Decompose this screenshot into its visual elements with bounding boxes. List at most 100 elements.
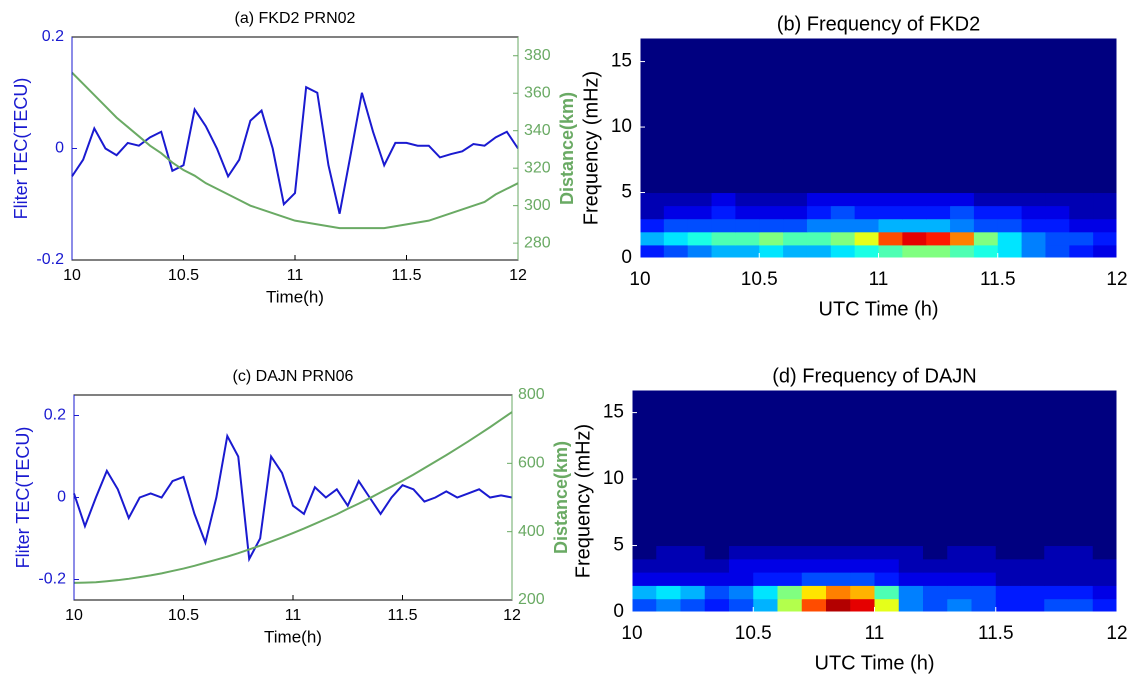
heat-cell bbox=[759, 218, 784, 233]
heat-cell bbox=[902, 205, 927, 220]
y2-axis-label: Distance(km) bbox=[557, 92, 577, 205]
heat-cell bbox=[898, 598, 924, 613]
y-tick-label: 0 bbox=[57, 489, 66, 506]
heat-cell bbox=[783, 38, 808, 194]
heat-cell bbox=[711, 38, 736, 194]
heat-cell bbox=[947, 572, 972, 586]
heat-cell bbox=[830, 218, 856, 233]
heat-cell bbox=[973, 218, 999, 233]
heat-cell bbox=[729, 390, 754, 547]
heat-cell bbox=[1068, 585, 1094, 600]
heat-cell bbox=[777, 598, 803, 613]
heat-cell bbox=[830, 231, 856, 246]
y-tick-label: -0.2 bbox=[36, 251, 64, 268]
y-tick-label: 0 bbox=[621, 247, 632, 268]
heat-cell bbox=[926, 218, 951, 233]
heat-cell bbox=[1045, 205, 1070, 220]
heat-cell bbox=[632, 558, 657, 573]
x-tick-label: 10.5 bbox=[168, 267, 199, 284]
heat-cell bbox=[971, 585, 997, 600]
heat-cell bbox=[711, 205, 736, 220]
heat-cell bbox=[923, 545, 948, 560]
panel-title: (c) DAJN PRN06 bbox=[233, 368, 354, 385]
heat-cell bbox=[729, 545, 754, 560]
heat-cell bbox=[1020, 390, 1045, 547]
heat-cell bbox=[1044, 545, 1069, 560]
x-tick-label: 10 bbox=[621, 623, 642, 644]
heat-cell bbox=[753, 545, 778, 560]
heat-cell bbox=[704, 390, 730, 547]
heat-cell bbox=[995, 558, 1021, 573]
heat-cell bbox=[680, 572, 706, 586]
y2-tick-label: 320 bbox=[524, 159, 551, 176]
heat-cell bbox=[806, 218, 832, 233]
heat-cell bbox=[898, 545, 924, 560]
heat-cell bbox=[923, 558, 948, 573]
heat-cell bbox=[801, 390, 827, 547]
heat-cell bbox=[923, 585, 948, 600]
y2-tick-label: 360 bbox=[524, 84, 551, 101]
heat-cell bbox=[656, 598, 681, 613]
heat-cell bbox=[632, 545, 657, 560]
heat-cell bbox=[687, 231, 713, 246]
x-tick-label: 11 bbox=[865, 623, 885, 644]
y2-tick-label: 200 bbox=[518, 591, 545, 608]
heat-cell bbox=[1021, 205, 1046, 220]
x-tick-label: 11 bbox=[869, 269, 889, 290]
heat-cell bbox=[1093, 38, 1118, 194]
heat-cell bbox=[663, 205, 689, 220]
heat-cell bbox=[729, 585, 754, 600]
x-axis-label: UTC Time (h) bbox=[819, 298, 939, 320]
x-tick-label: 12 bbox=[1106, 269, 1127, 290]
x-axis-label: Time(h) bbox=[264, 627, 322, 646]
heat-cell bbox=[806, 192, 832, 207]
heat-cell bbox=[783, 218, 808, 233]
heat-cell bbox=[735, 218, 760, 233]
heat-cell bbox=[854, 231, 879, 246]
heat-cell bbox=[950, 205, 975, 220]
heat-cell bbox=[1093, 231, 1118, 246]
heat-cell bbox=[1092, 558, 1118, 573]
heat-cell bbox=[997, 231, 1023, 246]
x-tick-label: 10 bbox=[65, 607, 83, 624]
heat-cell bbox=[950, 244, 975, 259]
x-tick-label: 11.5 bbox=[392, 267, 422, 284]
heat-cell bbox=[783, 231, 808, 246]
heat-cell bbox=[783, 205, 808, 220]
heat-cell bbox=[995, 585, 1021, 600]
heat-cell bbox=[950, 218, 975, 233]
y-axis-label: Frequency (mHz) bbox=[572, 424, 594, 578]
heat-cell bbox=[923, 598, 948, 613]
heat-cell bbox=[759, 205, 784, 220]
y-tick-label: 0 bbox=[55, 140, 64, 157]
heat-cell bbox=[830, 244, 856, 259]
data-line bbox=[73, 411, 513, 584]
y2-tick-label: 280 bbox=[524, 234, 551, 251]
heat-cell bbox=[806, 231, 832, 246]
y-tick-label: 0.2 bbox=[42, 28, 64, 45]
heat-cell bbox=[850, 585, 875, 600]
heat-cell bbox=[1093, 205, 1118, 220]
x-tick-label: 12 bbox=[503, 607, 521, 624]
heat-cell bbox=[663, 218, 689, 233]
heat-cell bbox=[640, 38, 665, 194]
x-tick-label: 11.5 bbox=[388, 607, 418, 624]
y-tick-label: 10 bbox=[603, 468, 624, 489]
heat-cell bbox=[878, 231, 903, 246]
heat-cell bbox=[759, 231, 784, 246]
heat-cell bbox=[680, 545, 706, 560]
heat-cell bbox=[898, 390, 924, 547]
y2-axis-label: Distance(km) bbox=[551, 441, 571, 554]
data-line bbox=[71, 85, 519, 214]
heat-cell bbox=[704, 545, 730, 560]
heat-cell bbox=[973, 38, 999, 194]
heat-cell bbox=[729, 558, 754, 573]
y2-tick-label: 600 bbox=[518, 455, 545, 472]
heat-cell bbox=[971, 390, 997, 547]
heat-cell bbox=[1093, 244, 1118, 259]
heat-cell bbox=[947, 390, 972, 547]
heat-cell bbox=[973, 244, 999, 259]
heat-cell bbox=[1092, 572, 1118, 586]
y-tick-label: 0.2 bbox=[44, 407, 66, 424]
